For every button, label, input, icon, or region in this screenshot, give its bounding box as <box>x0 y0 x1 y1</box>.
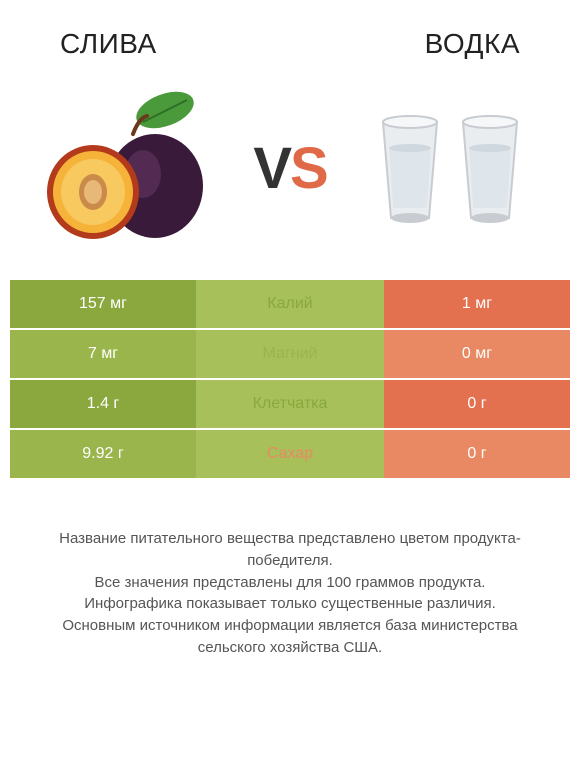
right-product-title: Водка <box>425 28 520 60</box>
table-row: 9.92 гСахар0 г <box>10 428 570 478</box>
nutrient-label: Сахар <box>196 430 384 478</box>
footer-notes: Название питательного вещества представл… <box>0 478 580 659</box>
vs-label: VS <box>253 135 326 202</box>
left-value: 7 мг <box>10 330 196 378</box>
vs-s: S <box>290 136 327 201</box>
nutrient-label: Магний <box>196 330 384 378</box>
comparison-infographic: Слива Водка VS <box>0 0 580 784</box>
nutrient-label: Клетчатка <box>196 380 384 428</box>
footer-line-3: Инфографика показывает только существенн… <box>40 593 540 615</box>
footer-line-1: Название питательного вещества представл… <box>40 528 540 572</box>
left-value: 1.4 г <box>10 380 196 428</box>
right-value: 0 мг <box>384 330 570 378</box>
table-row: 157 мгКалий1 мг <box>10 278 570 328</box>
left-value: 157 мг <box>10 280 196 328</box>
right-value: 0 г <box>384 430 570 478</box>
titles-row: Слива Водка <box>0 0 580 68</box>
left-product-title: Слива <box>60 28 157 60</box>
table-row: 7 мгМагний0 мг <box>10 328 570 378</box>
plum-icon <box>30 83 230 253</box>
nutrition-table: 157 мгКалий1 мг7 мгМагний0 мг1.4 гКлетча… <box>10 278 570 478</box>
footer-line-2: Все значения представлены для 100 граммо… <box>40 572 540 594</box>
table-row: 1.4 гКлетчатка0 г <box>10 378 570 428</box>
right-value: 1 мг <box>384 280 570 328</box>
footer-line-4: Основным источником информации является … <box>40 615 540 659</box>
nutrient-label: Калий <box>196 280 384 328</box>
left-value: 9.92 г <box>10 430 196 478</box>
vs-v: V <box>253 136 290 201</box>
right-value: 0 г <box>384 380 570 428</box>
hero-row: VS <box>0 68 580 278</box>
vodka-icon <box>350 83 550 253</box>
